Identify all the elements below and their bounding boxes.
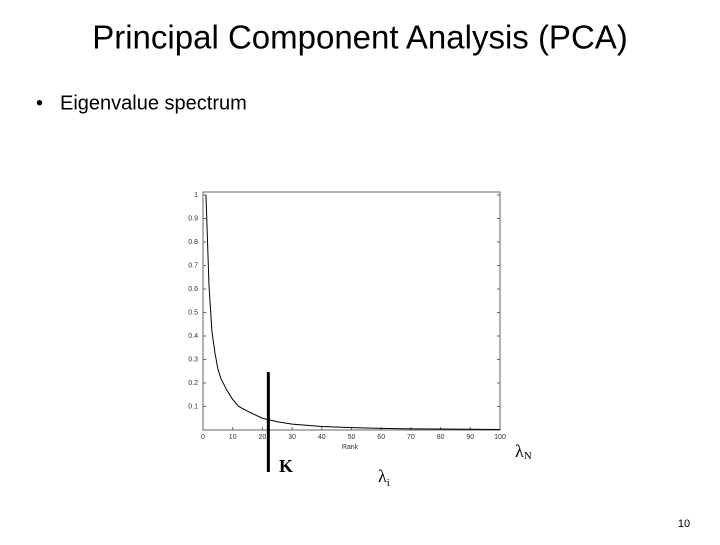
- y-tick-label: 0.7: [188, 262, 198, 269]
- lambda-n: λN: [515, 441, 532, 461]
- x-tick-label: 0: [201, 434, 205, 441]
- y-tick-label: 0.5: [188, 309, 198, 316]
- x-tick-label: 20: [259, 434, 267, 441]
- plot-frame: [202, 191, 501, 431]
- y-tick-label: 0.8: [188, 239, 198, 246]
- lambda-symbol: λ: [515, 441, 524, 461]
- x-tick-label: 60: [377, 434, 385, 441]
- bullet-text: Eigenvalue spectrum: [60, 92, 247, 114]
- bullet-dot: •: [36, 92, 43, 114]
- x-tick-label: 30: [288, 434, 296, 441]
- y-tick-label: 0.1: [188, 403, 198, 410]
- x-tick-label: 100: [494, 434, 506, 441]
- lambda-subscript: i: [387, 477, 390, 489]
- y-tick-label: 0.3: [188, 356, 198, 363]
- x-tick-label: 70: [407, 434, 415, 441]
- lambda-subscript: N: [524, 450, 532, 462]
- lambda-symbol: λ: [378, 466, 387, 486]
- eigenvalue-curve: [205, 194, 501, 431]
- x-tick-label: 50: [348, 434, 356, 441]
- slide-title: Principal Component Analysis (PCA): [92, 19, 628, 56]
- x-tick-label: 10: [229, 434, 237, 441]
- x-tick-label: 80: [437, 434, 445, 441]
- y-tick-label: 0.2: [188, 380, 198, 387]
- page-number: 10: [678, 518, 690, 530]
- y-tick-label: 0.6: [188, 286, 198, 293]
- lambda-i: λi: [378, 466, 390, 488]
- x-tick-label: 90: [466, 434, 474, 441]
- k-label: K: [279, 456, 293, 476]
- y-tick-label: 1: [194, 192, 198, 199]
- x-tick-label: 40: [318, 434, 326, 441]
- x-axis-label: Rank: [342, 444, 359, 451]
- y-tick-label: 0.9: [188, 215, 198, 222]
- y-tick-label: 0.4: [188, 333, 198, 340]
